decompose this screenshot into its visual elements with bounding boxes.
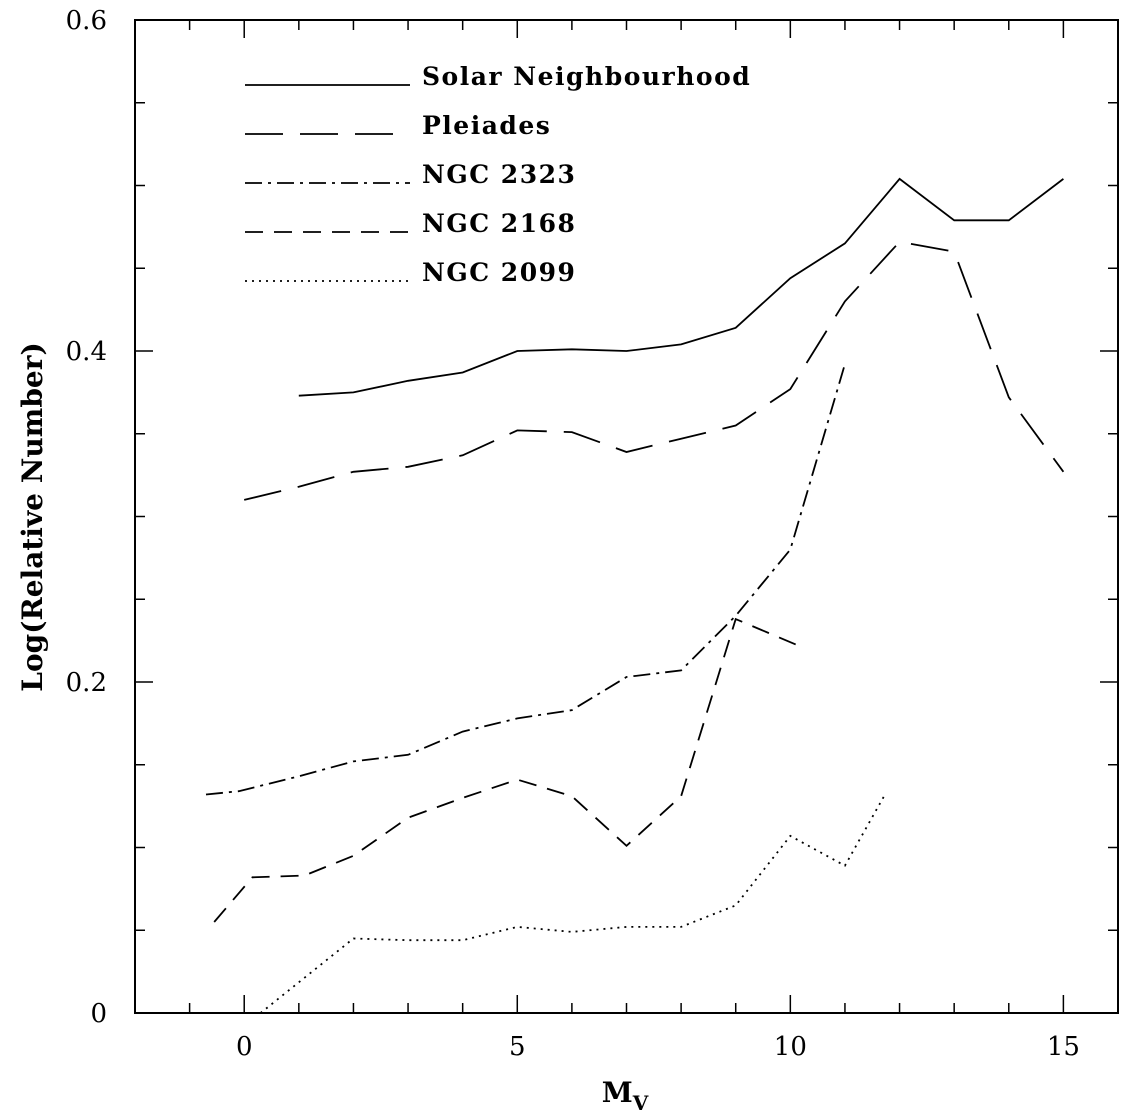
legend-label-4: NGC 2099 [422,258,576,287]
x-tick-label: 0 [236,1032,253,1062]
y-tick-label: 0.2 [66,668,107,698]
x-tick-label: 15 [1047,1032,1080,1062]
series-line-1 [243,240,1065,501]
series-line-0 [298,177,1064,397]
legend-label-2: NGC 2323 [422,160,576,189]
x-axis-title-main: M [602,1076,633,1109]
plot-frame [134,19,1119,1014]
series-line-3 [213,617,799,923]
y-axis-title: Log(Relative Number) [16,342,49,691]
x-axis-title: MV [602,1076,649,1115]
legend-label-1: Pleiades [422,111,551,140]
y-tick-label: 0.6 [66,6,107,36]
ticks [134,19,1119,1014]
x-tick-label: 10 [774,1032,807,1062]
legend: Solar Neighbourhood Pleiades NGC 2323 NGC 2… [245,62,751,287]
x-axis-title-subscript: V [632,1091,649,1115]
y-tick-label: 0.4 [66,337,107,367]
series-lines [205,177,1065,1014]
series-line-4 [260,792,887,1014]
x-tick-label: 5 [509,1032,526,1062]
legend-label-0: Solar Neighbourhood [422,62,751,91]
tick-labels: 0 5 10 15 0 0.2 0.4 0.6 [66,6,1080,1062]
y-tick-label: 0 [90,999,107,1029]
series-line-2 [205,363,846,796]
legend-label-3: NGC 2168 [422,209,576,238]
